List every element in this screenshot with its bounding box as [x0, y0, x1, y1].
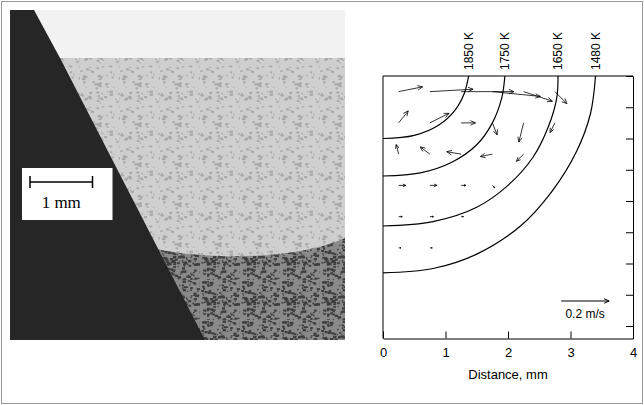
scale-bar-label: 1 mm [42, 193, 81, 212]
x-tick: 1 [442, 332, 449, 360]
y-tick [626, 232, 633, 233]
x-tick-mark [446, 332, 447, 339]
x-axis-line [384, 339, 634, 340]
isotherm [383, 76, 596, 273]
velocity-vector [518, 123, 524, 142]
velocity-vector [430, 216, 434, 217]
y-tick-mark [626, 139, 633, 140]
y-tick [626, 326, 633, 327]
y-tick-mark [626, 107, 633, 108]
x-axis-title: Distance, mm [468, 367, 547, 382]
isotherm-label: 1850 K [462, 32, 476, 70]
velocity-vector [524, 92, 553, 102]
velocity-vector [492, 123, 497, 135]
velocity-vector [461, 121, 475, 126]
isotherm [383, 76, 505, 176]
velocity-vector [399, 184, 406, 187]
figure: 1 mm 1850 K 1750 K 1650 K 1480 K 0 1 2 3 4 Distanc… [0, 0, 644, 405]
velocity-vector [550, 123, 555, 133]
figure-border [2, 2, 643, 404]
x-tick-mark [571, 332, 572, 339]
isotherm-label: 1750 K [498, 32, 512, 70]
plot-area [383, 76, 633, 339]
velocity-vector [492, 185, 494, 187]
velocity-vector [430, 247, 432, 249]
velocity-vector [461, 185, 466, 187]
velocity-vector [430, 113, 449, 123]
velocity-vector [430, 184, 437, 187]
y-tick [626, 264, 633, 265]
x-tick-label: 1 [442, 345, 449, 360]
y-axis [626, 77, 634, 340]
plot-frame [383, 76, 633, 339]
y-tick-mark [626, 232, 633, 233]
micrograph: 1 mm [10, 10, 345, 340]
x-tick-label: 3 [567, 345, 574, 360]
y-tick [626, 170, 633, 171]
velocity-vector [420, 147, 430, 154]
y-tick [626, 201, 633, 202]
y-tick-mark [626, 295, 633, 296]
reference-vector-label: 0.2 m/s [565, 307, 604, 321]
y-tick [626, 107, 633, 108]
isotherm-label: 1650 K [551, 32, 565, 70]
velocity-vector [399, 111, 409, 123]
y-tick-mark [626, 170, 633, 171]
isotherm [383, 76, 469, 139]
isotherm [383, 76, 558, 226]
scale-bar-box [22, 168, 113, 220]
y-axis-line [633, 77, 634, 340]
y-tick-mark [626, 264, 633, 265]
x-axis: 0 1 2 3 4 [380, 332, 637, 360]
y-tick-mark [626, 201, 633, 202]
velocity-vector [395, 145, 398, 155]
x-tick: 3 [567, 332, 574, 360]
x-tick: 2 [505, 332, 512, 360]
y-tick-mark [626, 326, 633, 327]
velocity-vector [399, 86, 423, 92]
photo-ground [10, 10, 345, 340]
velocity-vector [399, 216, 403, 217]
x-tick-label: 4 [630, 345, 637, 360]
y-tick [626, 295, 633, 296]
y-tick [626, 139, 633, 140]
isotherm-labels: 1850 K 1750 K 1650 K 1480 K [462, 32, 603, 70]
velocity-vector [480, 153, 492, 157]
scale-bar-end [29, 176, 31, 188]
reference-vector [561, 299, 609, 304]
x-tick-label: 2 [505, 345, 512, 360]
x-tick-label: 0 [380, 345, 387, 360]
plot-marks [383, 76, 596, 273]
velocity-vector [516, 154, 523, 161]
velocity-vector [399, 247, 401, 249]
mount-wedge [10, 10, 205, 340]
scale-bar [30, 181, 93, 183]
scale-bar-end [92, 176, 94, 188]
x-tick-mark [508, 332, 509, 339]
isotherm-label: 1480 K [589, 32, 603, 70]
velocity-vector [447, 150, 461, 154]
velocity-vector [461, 216, 463, 218]
